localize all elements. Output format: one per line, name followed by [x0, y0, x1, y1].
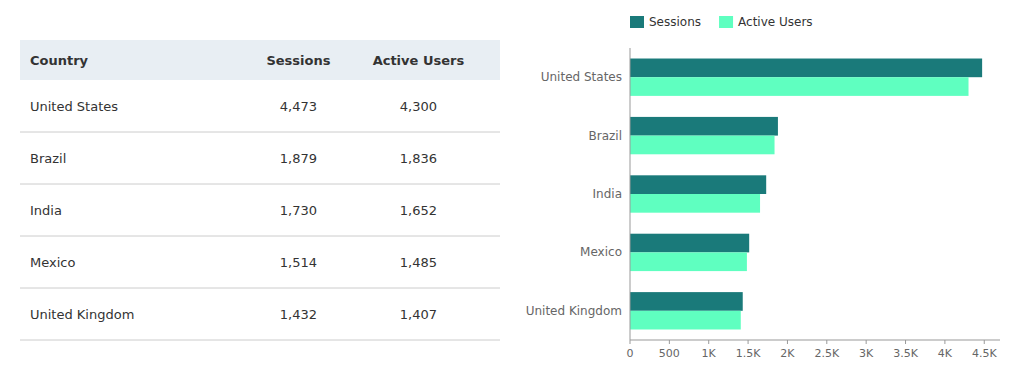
table-cell-value: 1,652 [400, 203, 437, 218]
bar [630, 117, 778, 136]
x-tick-label: 4K [938, 347, 953, 360]
table-header [20, 40, 500, 80]
table-divider [20, 184, 500, 185]
legend-swatch [719, 16, 733, 28]
x-tick [984, 340, 985, 344]
x-tick-label: 500 [659, 347, 680, 360]
table-cell-value: 4,473 [280, 99, 317, 114]
y-tick-label: United Kingdom [526, 304, 622, 318]
table-cell-value: 1,485 [400, 255, 437, 270]
x-tick-label: 4.5K [972, 347, 997, 360]
table-header-text: Sessions [266, 53, 330, 68]
bar [630, 194, 760, 213]
bar-chart: United States Brazil India Mexico United Kin… [526, 15, 1000, 360]
table-divider [20, 236, 500, 237]
x-tick [905, 340, 906, 344]
figure: CountrySessionsActive UsersUnited States… [0, 0, 1024, 384]
legend-swatch [630, 16, 644, 28]
bar [630, 311, 741, 330]
legend-label: Active Users [738, 15, 813, 29]
table-cell-value: 1,432 [280, 307, 317, 322]
y-tick-label: Mexico [580, 245, 622, 259]
table-cell-value: 1,879 [280, 151, 317, 166]
x-tick [669, 340, 670, 344]
table-divider [20, 340, 500, 341]
x-tick [708, 340, 709, 344]
bars [630, 59, 982, 330]
y-tick-label: United States [541, 70, 622, 84]
x-tick-label: 1.5K [736, 347, 761, 360]
table-cell-value: 1,407 [400, 307, 437, 322]
legend: Sessions Active Users [630, 15, 813, 29]
x-tick-label: 2.5K [814, 347, 839, 360]
table-cell-country: Mexico [30, 255, 75, 270]
x-tick-label: 2K [780, 347, 795, 360]
bar [630, 136, 775, 155]
y-tick-label: Brazil [589, 129, 623, 143]
bar [630, 234, 749, 253]
legend-label: Sessions [649, 15, 701, 29]
bar [630, 252, 747, 271]
table-cell-value: 1,836 [400, 151, 437, 166]
x-tick-label: 0 [627, 347, 634, 360]
y-axis-line [630, 48, 631, 340]
x-tick [826, 340, 827, 344]
x-tick [866, 340, 867, 344]
table-cell-country: India [30, 203, 62, 218]
table-cell-value: 1,514 [280, 255, 317, 270]
x-tick-label: 3.5K [893, 347, 918, 360]
x-tick [787, 340, 788, 344]
table-cell-value: 1,730 [280, 203, 317, 218]
x-tick-label: 1K [702, 347, 717, 360]
table-divider [20, 132, 500, 133]
table-cell-country: United Kingdom [30, 307, 134, 322]
bar [630, 59, 982, 78]
table: Country Sessions Active Users United States… [20, 40, 500, 340]
table-cell-country: Brazil [30, 151, 66, 166]
background [0, 0, 1024, 384]
bar [630, 77, 969, 96]
table-divider [20, 288, 500, 289]
bar [630, 292, 743, 311]
table-cell-value: 4,300 [400, 99, 437, 114]
x-tick [630, 340, 631, 344]
table-header-text: Country [30, 53, 89, 68]
x-tick [944, 340, 945, 344]
x-tick-label: 3K [859, 347, 874, 360]
x-tick [748, 340, 749, 344]
y-tick-label: India [593, 187, 622, 201]
table-header-text: Active Users [373, 53, 465, 68]
bar [630, 175, 766, 194]
table-cell-country: United States [30, 99, 118, 114]
